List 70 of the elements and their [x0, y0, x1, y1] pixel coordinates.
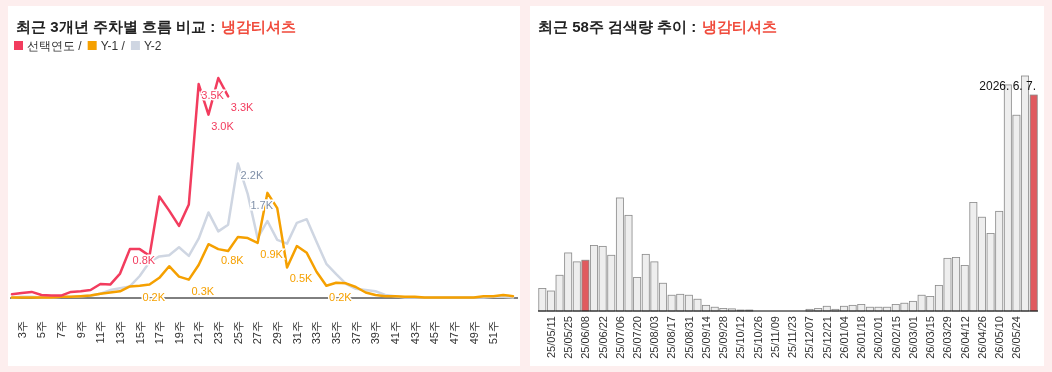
x-tick-label: 29주: [271, 321, 284, 345]
x-tick-label: 9주: [74, 321, 87, 339]
x-tick-label: 45주: [428, 321, 441, 345]
data-label: 0.5K: [289, 272, 314, 285]
x-tick-label: 25/12/07: [803, 316, 816, 359]
x-tick-label: 23주: [212, 321, 225, 345]
x-tick-label: 25/08/31: [682, 316, 695, 359]
x-tick-label: 25/07/20: [630, 316, 643, 359]
x-tick-label: 5주: [35, 321, 48, 339]
data-label: 3.0K: [211, 119, 235, 132]
x-tick-label: 26/05/10: [993, 316, 1006, 359]
x-tick-label: 27주: [251, 321, 264, 345]
chart-title: 최근 3개년 주차별 흐름 비교 :: [16, 18, 216, 35]
x-tick-label: 49주: [467, 321, 480, 345]
x-tick-label: 26/03/15: [924, 316, 937, 359]
x-tick-label: 25/08/03: [648, 316, 661, 359]
x-tick-label: 21주: [192, 321, 205, 345]
x-tick-label: 25주: [231, 321, 244, 345]
x-tick-label: 37주: [349, 321, 362, 345]
x-tick-label: 15주: [133, 321, 146, 345]
data-label: 3.3K: [230, 101, 255, 114]
x-tick-label: 25/07/06: [613, 316, 626, 359]
x-tick-label: 33주: [310, 321, 323, 345]
x-tick-label: 26/02/01: [872, 316, 885, 359]
x-tick-label: 11주: [94, 321, 107, 344]
x-tick-label: 39주: [369, 321, 382, 345]
annotation: 2026. 6. 7.: [979, 79, 1036, 93]
chart-subtitle: 냉감티셔츠: [221, 18, 297, 35]
x-tick-label: 25/11/23: [786, 316, 799, 359]
x-tick-label: 47주: [447, 321, 460, 345]
chart-subtitle: 냉감티셔츠: [702, 18, 778, 35]
data-label: 0.9K: [260, 248, 284, 260]
x-tick-label: 7주: [54, 321, 67, 339]
x-tick-label: 17주: [153, 321, 166, 345]
x-tick-label: 41주: [388, 321, 401, 345]
x-tick-label: 43주: [408, 321, 421, 345]
x-tick-label: 25/10/12: [734, 316, 747, 359]
legend-label: Y-1 /: [100, 39, 126, 53]
x-tick-label: 25/06/22: [596, 316, 609, 359]
x-tick-label: 35주: [330, 321, 343, 345]
data-label: 0.8K: [132, 254, 156, 267]
x-tick-label: 51주: [487, 321, 500, 345]
x-tick-label: 25/05/25: [562, 316, 575, 359]
x-tick-label: 25/12/21: [820, 316, 833, 359]
x-tick-label: 26/02/15: [889, 316, 902, 359]
x-tick-label: 25/10/26: [751, 316, 764, 359]
data-label: 0.2K: [142, 290, 166, 303]
x-tick-label: 25/05/11: [544, 316, 557, 359]
x-tick-label: 25/09/28: [717, 316, 730, 359]
x-tick-label: 26/05/24: [1010, 316, 1023, 359]
legend-label: Y-2: [143, 39, 162, 53]
data-label: 0.8K: [220, 254, 245, 267]
x-tick-label: 19주: [172, 321, 185, 345]
x-tick-label: 25/09/14: [699, 316, 712, 359]
legend-label: 선택연도 /: [27, 39, 83, 53]
x-tick-label: 26/04/12: [958, 316, 971, 359]
x-tick-label: 25/06/08: [579, 316, 592, 359]
x-tick-label: 26/04/26: [975, 316, 988, 359]
x-tick-label: 13주: [113, 321, 126, 345]
x-tick-label: 26/03/29: [941, 316, 954, 359]
data-label: 0.3K: [191, 284, 215, 297]
x-tick-label: 31주: [290, 321, 303, 345]
x-tick-label: 3주: [15, 321, 28, 339]
x-tick-label: 25/08/17: [665, 316, 678, 359]
x-tick-label: 25/11/09: [768, 316, 781, 359]
x-tick-label: 26/03/01: [906, 316, 919, 359]
x-tick-label: 26/01/04: [837, 316, 850, 359]
chart-title: 최근 58주 검색량 추이 :: [538, 18, 697, 35]
x-tick-label: 26/01/18: [855, 316, 868, 359]
data-label: 0.2K: [329, 290, 353, 303]
